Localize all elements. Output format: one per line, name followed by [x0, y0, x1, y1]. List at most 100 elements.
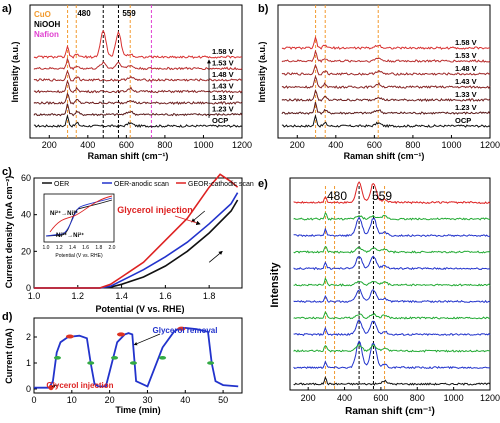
x-tick-label: 1.8	[203, 291, 216, 301]
y-tick-label: 0	[26, 283, 31, 293]
arrow	[133, 333, 161, 346]
panel-label: d)	[2, 311, 13, 323]
series-label: 1.23 V	[455, 103, 477, 112]
inset-x-tick-label: 1.0	[43, 245, 50, 251]
x-axis-ticks: 200 400 600 800 1000 1200	[42, 135, 252, 150]
inset-cathodic-curve	[49, 195, 113, 233]
series-label: 1.33 V	[212, 93, 234, 102]
x-axis-label: Raman shift (cm⁻¹)	[88, 151, 169, 161]
x-tick-label: 1200	[480, 140, 500, 150]
x-tick-label: 1200	[480, 393, 500, 403]
spectrum-line	[293, 255, 491, 271]
inset-x-ticks: 1.0 1.2 1.4 1.6 1.8 2.0	[43, 245, 116, 251]
x-axis-label: Time (min)	[115, 405, 160, 415]
midpoint-marker	[111, 356, 119, 360]
current-line	[34, 326, 239, 389]
x-tick-label: 400	[337, 393, 352, 403]
spectrum-line	[293, 216, 491, 238]
panel-label: b)	[258, 3, 269, 15]
panel-d: d) 0 10 20 30 40 50 0 1 2 Glycerol removal Glyce…	[2, 311, 243, 415]
reference-lines	[324, 186, 386, 390]
peak-marker	[65, 334, 74, 339]
cv-curves	[34, 173, 239, 289]
x-axis-ticks: 200 400 600 800 1000 1200	[290, 135, 500, 150]
x-tick-label: 1000	[444, 393, 464, 403]
panel-label: e)	[258, 178, 268, 190]
midpoint-marker	[53, 356, 61, 360]
x-tick-label: 1.0	[28, 291, 41, 301]
legend-item: OER	[54, 181, 69, 188]
x-tick-label: 600	[119, 140, 134, 150]
x-tick-label: 1000	[193, 140, 213, 150]
series-label: 1.48 V	[455, 64, 477, 73]
x-tick-label: 40	[180, 395, 190, 405]
legend-item: Nafion	[34, 30, 59, 39]
y-tick-label: 20	[21, 246, 31, 256]
spectrum-line	[33, 92, 243, 106]
x-tick-label: 600	[373, 393, 388, 403]
x-tick-label: 400	[328, 140, 343, 150]
x-tick-label: 1.6	[159, 291, 172, 301]
x-tick-label: 30	[142, 395, 152, 405]
y-axis-label: Intensity (a.u.)	[257, 41, 267, 102]
x-tick-label: 400	[80, 140, 95, 150]
cv-line	[34, 173, 239, 289]
spectrum-line	[33, 113, 243, 129]
y-axis-label: Intensity (a.u.)	[10, 41, 20, 102]
inset-x-tick-label: 1.6	[82, 245, 89, 251]
spectrum-line	[281, 63, 491, 76]
spectrum-line	[293, 343, 491, 353]
arrow	[51, 384, 59, 388]
x-tick-label: 1000	[441, 140, 461, 150]
x-tick-label: 800	[405, 140, 420, 150]
series-label: 1.48 V	[212, 70, 234, 79]
legend-item: OER-anodic scan	[114, 181, 169, 188]
spectrum-line	[281, 89, 491, 103]
y-tick-label: 60	[21, 173, 31, 183]
spectrum-line	[33, 103, 243, 117]
spectrum-line	[293, 212, 491, 221]
spectrum-line	[281, 35, 491, 50]
arrow	[191, 210, 206, 223]
spectrum-line	[293, 277, 491, 287]
annotation-glycerol-removal: Glycerol removal	[153, 326, 218, 335]
spectrum-line	[293, 318, 491, 337]
inset-annotation: Ni²⁺→Ni³⁺	[50, 210, 78, 217]
inset-plot: Ni²⁺→Ni³⁺ Ni³⁺→Ni²⁺ 1.0 1.2 1.4 1.6 1.8 2.0 P…	[43, 193, 116, 259]
spectrum-line	[33, 57, 243, 71]
series-label: 1.43 V	[455, 77, 477, 86]
legend-item: GEOR-cathodic scan	[188, 181, 254, 188]
inset-x-label: Potential (V vs. RHE)	[55, 253, 103, 259]
midpoint-marker	[207, 361, 215, 365]
series-label: 1.23 V	[212, 105, 234, 114]
spectrum-line	[33, 29, 243, 59]
x-tick-label: 1.4	[115, 291, 128, 301]
x-tick-label: 800	[410, 393, 425, 403]
spectrum-line	[293, 340, 491, 370]
arrow	[208, 250, 223, 263]
x-axis-label: Potential (V vs. RHE)	[95, 304, 184, 314]
spectra	[293, 181, 491, 386]
inset-frame	[43, 193, 115, 243]
inset-x-tick-label: 1.2	[56, 245, 63, 251]
panel-b: b) 200 400 600 800 1000 1200 OCP 1.23 V 1.33 V 1…	[257, 3, 500, 161]
inset-x-tick-label: 2.0	[109, 245, 116, 251]
panel-c: c) 1.0 1.2 1.4 1.6 1.8 0 20 40 60 OER OER-anodic …	[2, 166, 254, 314]
peak-label: 480	[327, 189, 347, 203]
series-label: 1.58 V	[212, 47, 234, 56]
x-tick-label: 1200	[232, 140, 252, 150]
x-tick-label: 10	[67, 395, 77, 405]
annotation-glycerol-injection: Glycerol injection	[46, 381, 113, 390]
legend-item: NiOOH	[34, 20, 60, 29]
x-tick-label: 0	[31, 395, 36, 405]
midpoint-marker	[159, 356, 167, 360]
y-tick-label: 1	[26, 358, 31, 368]
inset-annotation: Ni³⁺→Ni²⁺	[56, 232, 84, 239]
panel-e: e) 200 400 600 800 1000 1200 480 559 Raman sh…	[258, 177, 500, 417]
midpoint-marker	[87, 361, 95, 365]
inset-x-tick-label: 1.8	[95, 245, 102, 251]
spectrum-line	[293, 376, 491, 386]
series-label: 1.33 V	[455, 90, 477, 99]
x-axis-ticks: 200 400 600 800 1000 1200	[301, 387, 500, 403]
y-axis-label: Current density (mA cm⁻²)	[4, 176, 14, 288]
